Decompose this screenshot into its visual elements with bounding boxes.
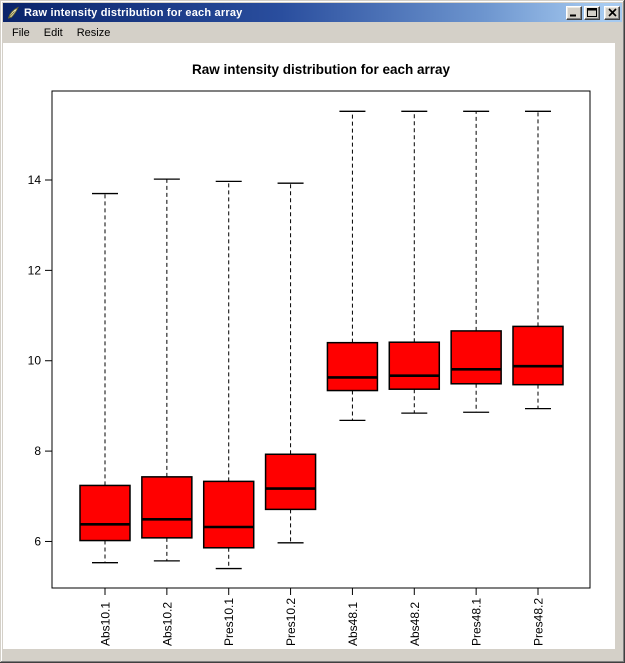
iqr-box xyxy=(326,341,379,392)
close-icon xyxy=(607,8,617,17)
close-button[interactable] xyxy=(604,5,620,20)
x-tick-label: Abs10.1 xyxy=(99,602,113,646)
y-tick-label: 6 xyxy=(34,534,41,548)
minimize-button[interactable] xyxy=(566,5,582,20)
x-tick-label: Abs48.1 xyxy=(346,602,360,646)
y-tick-label: 8 xyxy=(34,444,41,458)
x-tick-label: Pres48.2 xyxy=(531,598,545,646)
window-controls xyxy=(564,5,620,20)
r-graphics-feather-icon xyxy=(5,5,21,21)
iqr-box xyxy=(264,453,317,511)
y-tick-label: 12 xyxy=(28,263,42,277)
y-tick-label: 10 xyxy=(28,354,42,368)
menu-item-edit[interactable]: Edit xyxy=(43,26,63,39)
iqr-box xyxy=(79,484,131,542)
menu-item-file[interactable]: File xyxy=(12,26,30,39)
plot-frame xyxy=(51,90,591,589)
maximize-button[interactable] xyxy=(584,5,600,20)
x-tick-label: Pres10.1 xyxy=(222,598,236,646)
chart-title: Raw intensity distribution for each arra… xyxy=(192,62,451,77)
x-tick-label: Pres10.2 xyxy=(284,598,298,646)
y-tick-label: 14 xyxy=(28,173,42,187)
x-tick-label: Pres48.1 xyxy=(470,598,484,646)
x-tick-label: Abs10.2 xyxy=(160,602,174,646)
iqr-box xyxy=(388,341,441,390)
minimize-icon xyxy=(570,14,576,17)
title-bar[interactable]: Raw intensity distribution for each arra… xyxy=(3,3,622,22)
iqr-box xyxy=(512,325,564,386)
chart-canvas: Raw intensity distribution for each arra… xyxy=(3,43,615,649)
boxplot-chart: Raw intensity distribution for each arra… xyxy=(28,62,591,646)
iqr-box xyxy=(141,476,193,539)
window-title: Raw intensity distribution for each arra… xyxy=(24,6,243,19)
client-area: Raw intensity distribution for each arra… xyxy=(3,43,622,660)
iqr-box xyxy=(202,480,255,549)
maximize-icon xyxy=(587,8,597,17)
menu-item-resize[interactable]: Resize xyxy=(76,26,111,39)
iqr-box xyxy=(450,330,502,385)
x-tick-label: Abs48.2 xyxy=(408,602,422,646)
menu-bar: File Edit Resize xyxy=(3,22,622,43)
